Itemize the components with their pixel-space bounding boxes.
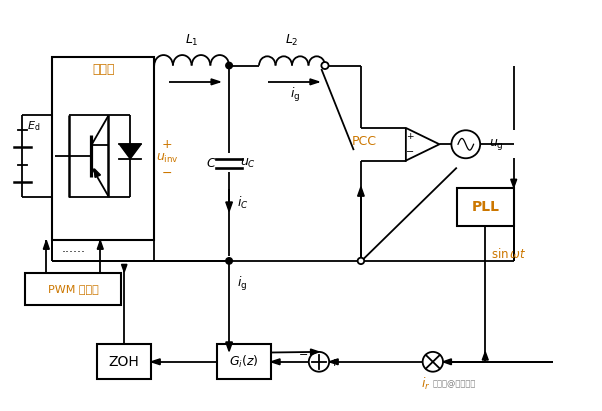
Polygon shape (311, 349, 319, 355)
Text: +: + (330, 358, 340, 368)
Text: ......: ...... (61, 242, 85, 255)
Text: $u_{\rm g}$: $u_{\rm g}$ (489, 137, 503, 152)
Circle shape (226, 62, 232, 69)
Text: $u_C$: $u_C$ (240, 157, 256, 170)
Text: PLL: PLL (471, 200, 499, 214)
Polygon shape (443, 359, 452, 365)
Text: $i_C$: $i_C$ (237, 194, 248, 210)
Polygon shape (406, 128, 439, 161)
Text: $i_r$: $i_r$ (421, 376, 430, 392)
Polygon shape (95, 169, 101, 178)
Polygon shape (358, 187, 364, 196)
Text: $u_{\rm inv}$: $u_{\rm inv}$ (156, 152, 179, 165)
Polygon shape (510, 179, 517, 187)
Circle shape (309, 352, 329, 372)
Text: $i_{\rm g}$: $i_{\rm g}$ (290, 86, 300, 104)
Text: $\sin\omega t$: $\sin\omega t$ (491, 247, 527, 261)
Circle shape (452, 130, 480, 158)
Polygon shape (226, 342, 232, 351)
Polygon shape (43, 240, 49, 249)
Bar (217, 344, 271, 379)
Polygon shape (98, 240, 104, 249)
Text: ZOH: ZOH (109, 355, 140, 369)
Text: $i_{\rm g}$: $i_{\rm g}$ (237, 275, 247, 293)
Text: $L_1$: $L_1$ (185, 33, 199, 48)
Polygon shape (119, 144, 141, 159)
Text: $L_2$: $L_2$ (285, 33, 299, 48)
Polygon shape (211, 79, 220, 85)
Text: PWM 发生器: PWM 发生器 (48, 284, 99, 293)
Circle shape (321, 62, 329, 69)
Circle shape (358, 258, 364, 264)
Bar (457, 188, 514, 226)
Text: −: − (299, 350, 309, 360)
Polygon shape (310, 79, 319, 85)
Polygon shape (329, 359, 338, 365)
Text: −: − (162, 167, 173, 180)
Text: 逆变器: 逆变器 (92, 63, 114, 76)
Text: +: + (162, 138, 173, 151)
Circle shape (423, 352, 443, 372)
Polygon shape (122, 264, 127, 272)
Polygon shape (482, 352, 488, 360)
Polygon shape (271, 359, 280, 365)
Polygon shape (226, 202, 232, 211)
Circle shape (226, 258, 232, 264)
Text: PCC: PCC (352, 135, 376, 148)
Text: $G_i(z)$: $G_i(z)$ (229, 354, 259, 370)
Polygon shape (151, 359, 160, 365)
Text: +: + (406, 132, 414, 141)
Text: $C$: $C$ (206, 157, 217, 170)
Text: 搜狐号@电工技术: 搜狐号@电工技术 (432, 379, 476, 388)
Text: −: − (406, 148, 414, 157)
Bar (98, 344, 151, 379)
Bar (52, 57, 154, 240)
Text: $E_{\rm d}$: $E_{\rm d}$ (27, 119, 40, 132)
Bar (25, 272, 121, 305)
